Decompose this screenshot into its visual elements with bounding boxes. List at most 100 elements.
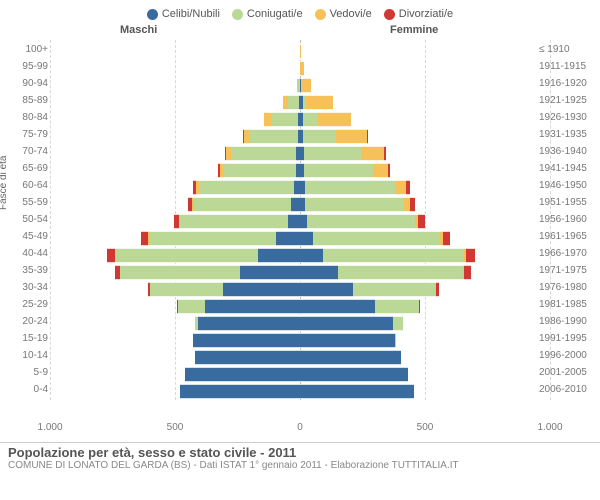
bar-segment [223,282,301,297]
bar-segment [384,146,386,161]
male-bar [50,248,300,261]
age-row [50,161,550,178]
male-bar [50,214,300,227]
x-tick-label: 500 [167,422,184,433]
birth-year-label: 1981-1985 [539,299,594,310]
age-row [50,297,550,314]
age-row [50,212,550,229]
age-label: 0-4 [8,384,48,395]
bar-segment [288,95,299,110]
male-bar [50,350,300,363]
male-bar [50,129,300,142]
bar-segment [313,231,441,246]
bar-segment [419,299,420,314]
bar-segment [323,248,464,263]
female-bar [300,299,550,312]
bar-segment [466,248,475,263]
bar-segment [410,197,415,212]
bar-segment [250,129,298,144]
female-bar [300,112,550,125]
male-bar [50,61,300,74]
age-row [50,110,550,127]
age-label: 40-44 [8,248,48,259]
age-label: 95-99 [8,61,48,72]
bar-segment [115,248,258,263]
header-males: Maschi [120,24,157,36]
age-row [50,42,550,59]
bar-segment [300,61,304,76]
male-bar [50,231,300,244]
age-label: 30-34 [8,282,48,293]
age-label: 50-54 [8,214,48,225]
bar-segment [300,265,338,280]
male-bar [50,146,300,159]
age-label: 60-64 [8,180,48,191]
age-row [50,280,550,297]
bar-segment [300,350,401,365]
birth-year-label: 1926-1930 [539,112,594,123]
bar-segment [180,384,300,399]
bar-segment [303,112,318,127]
x-tick-label: 1.000 [537,422,562,433]
age-label: 65-69 [8,163,48,174]
bar-segment [305,197,404,212]
bar-segment [393,316,403,331]
age-label: 85-89 [8,95,48,106]
bar-segment [301,78,311,93]
age-row [50,314,550,331]
female-bar [300,61,550,74]
female-bar [300,367,550,380]
bar-segment [395,180,406,195]
bar-segment [336,129,367,144]
male-bar [50,197,300,210]
age-label: 75-79 [8,129,48,140]
female-bar [300,95,550,108]
female-bar [300,129,550,142]
bar-segment [375,299,419,314]
birth-year-label: 1931-1935 [539,129,594,140]
bar-segment [300,214,307,229]
birth-year-label: 2001-2005 [539,367,594,378]
age-row [50,144,550,161]
bar-segment [231,146,296,161]
gender-headers: Maschi Femmine [0,24,600,40]
legend-label: Celibi/Nubili [162,8,220,20]
male-bar [50,282,300,295]
female-bar [300,231,550,244]
bar-segment [223,163,296,178]
bar-segment [300,299,375,314]
bar-segment [305,180,395,195]
birth-year-label: 1961-1965 [539,231,594,242]
female-bar [300,282,550,295]
male-bar [50,163,300,176]
age-label: 90-94 [8,78,48,89]
x-tick-label: 0 [297,422,303,433]
bar-segment [300,282,353,297]
legend-label: Vedovi/e [330,8,372,20]
bar-segment [198,316,301,331]
female-bar [300,384,550,397]
legend-dot [315,9,326,20]
legend-item: Vedovi/e [315,8,372,20]
legend-item: Divorziati/e [384,8,453,20]
population-pyramid-chart: Celibi/NubiliConiugati/eVedovi/eDivorzia… [0,0,600,500]
bar-segment [300,248,323,263]
bar-segment [436,282,439,297]
female-bar [300,248,550,261]
header-females: Femmine [390,24,438,36]
birth-year-label: 1916-1920 [539,78,594,89]
legend-item: Celibi/Nubili [147,8,220,20]
female-bar [300,146,550,159]
bar-segment [300,384,414,399]
bar-segment [374,163,388,178]
legend-dot [232,9,243,20]
birth-year-label: 1951-1955 [539,197,594,208]
birth-year-label: 1946-1950 [539,180,594,191]
age-row [50,178,550,195]
bar-segment [338,265,463,280]
birth-year-label: 1936-1940 [539,146,594,157]
female-bar [300,197,550,210]
bar-segment [367,129,368,144]
bar-segment [443,231,450,246]
age-row [50,348,550,365]
